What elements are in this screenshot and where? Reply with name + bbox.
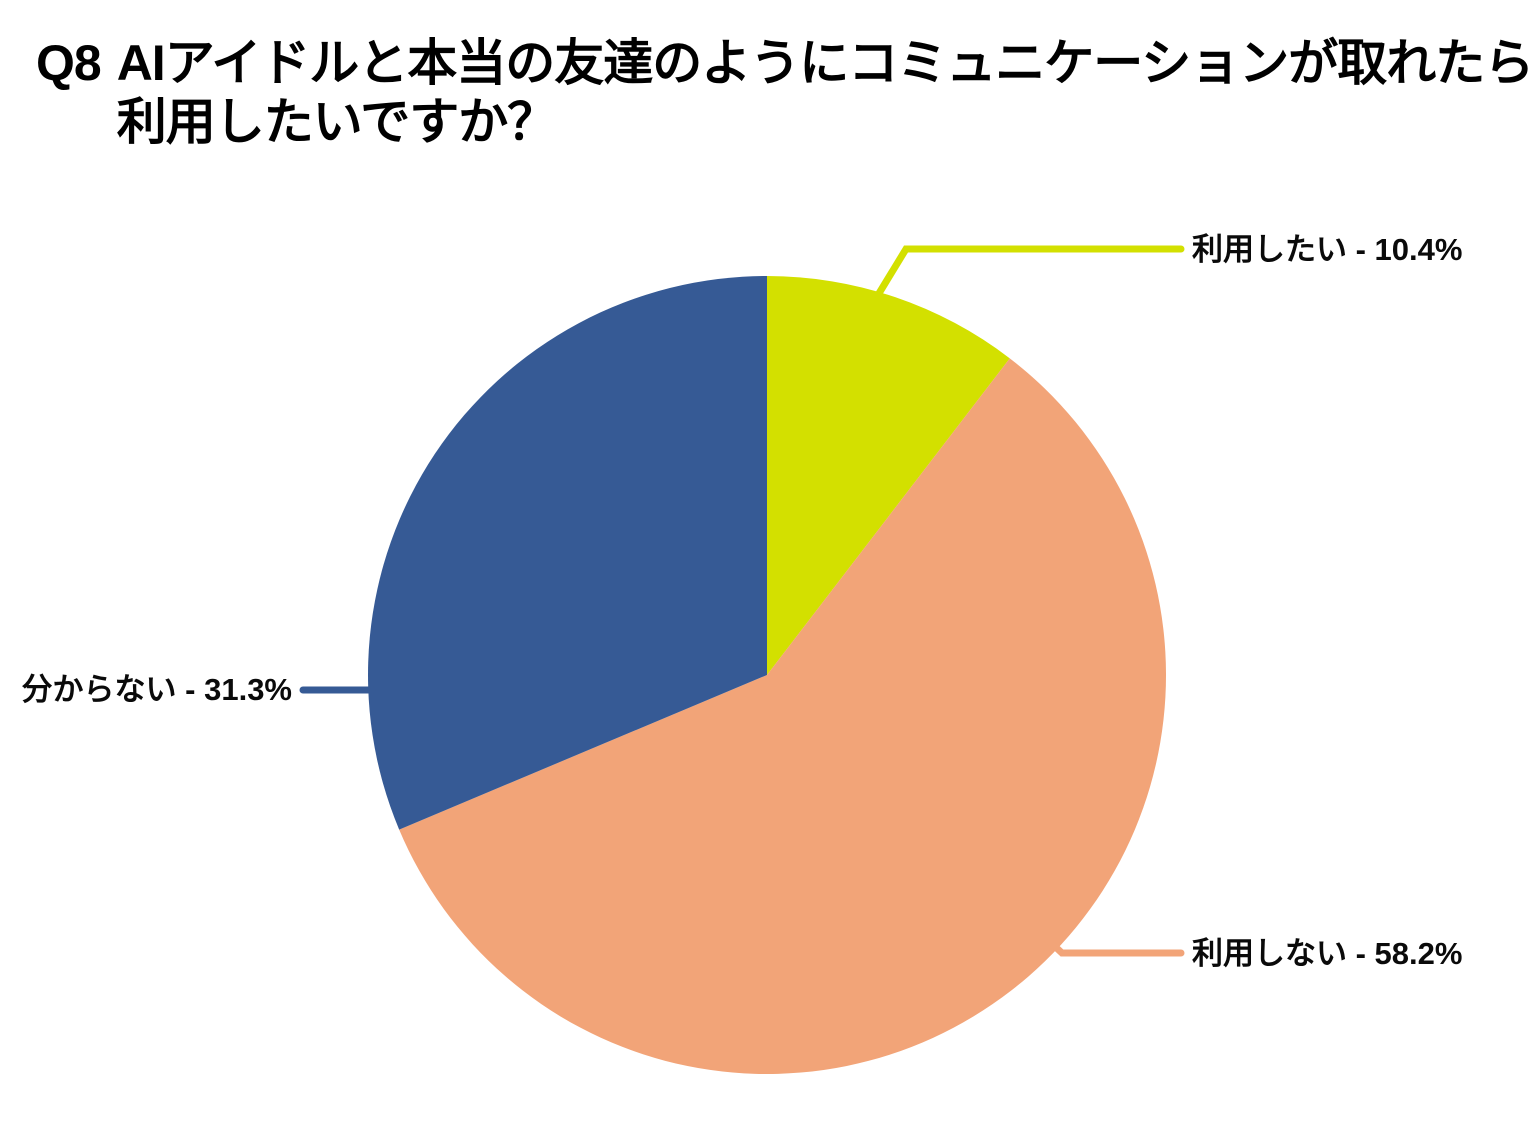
callout-label-riyou-shinai: 利用しない - 58.2% (1192, 936, 1463, 971)
callout-label-riyou-shitai: 利用したい - 10.4% (1192, 232, 1463, 267)
pie-slice-1 (399, 358, 1167, 1075)
callout-leader-line-1 (1043, 935, 1185, 957)
title-text: AIアイドルと本当の友達のようにコミュニケーションが取れたら 利用したいですか？ (117, 34, 1534, 152)
pie-slice-0 (767, 276, 1010, 675)
title-line2: 利用したいですか？ (116, 94, 557, 150)
callout-label-wakaranai: 分からない - 31.3% (21, 672, 292, 707)
pie-slice-2 (368, 276, 767, 830)
chart-title: Q8 AIアイドルと本当の友達のようにコミュニケーションが取れたら 利用したいで… (36, 34, 1534, 152)
title-line1: AIアイドルと本当の友達のようにコミュニケーションが取れたら (116, 35, 1534, 91)
title-prefix: Q8 (36, 35, 102, 91)
callout-leader-line-0 (874, 245, 1185, 299)
